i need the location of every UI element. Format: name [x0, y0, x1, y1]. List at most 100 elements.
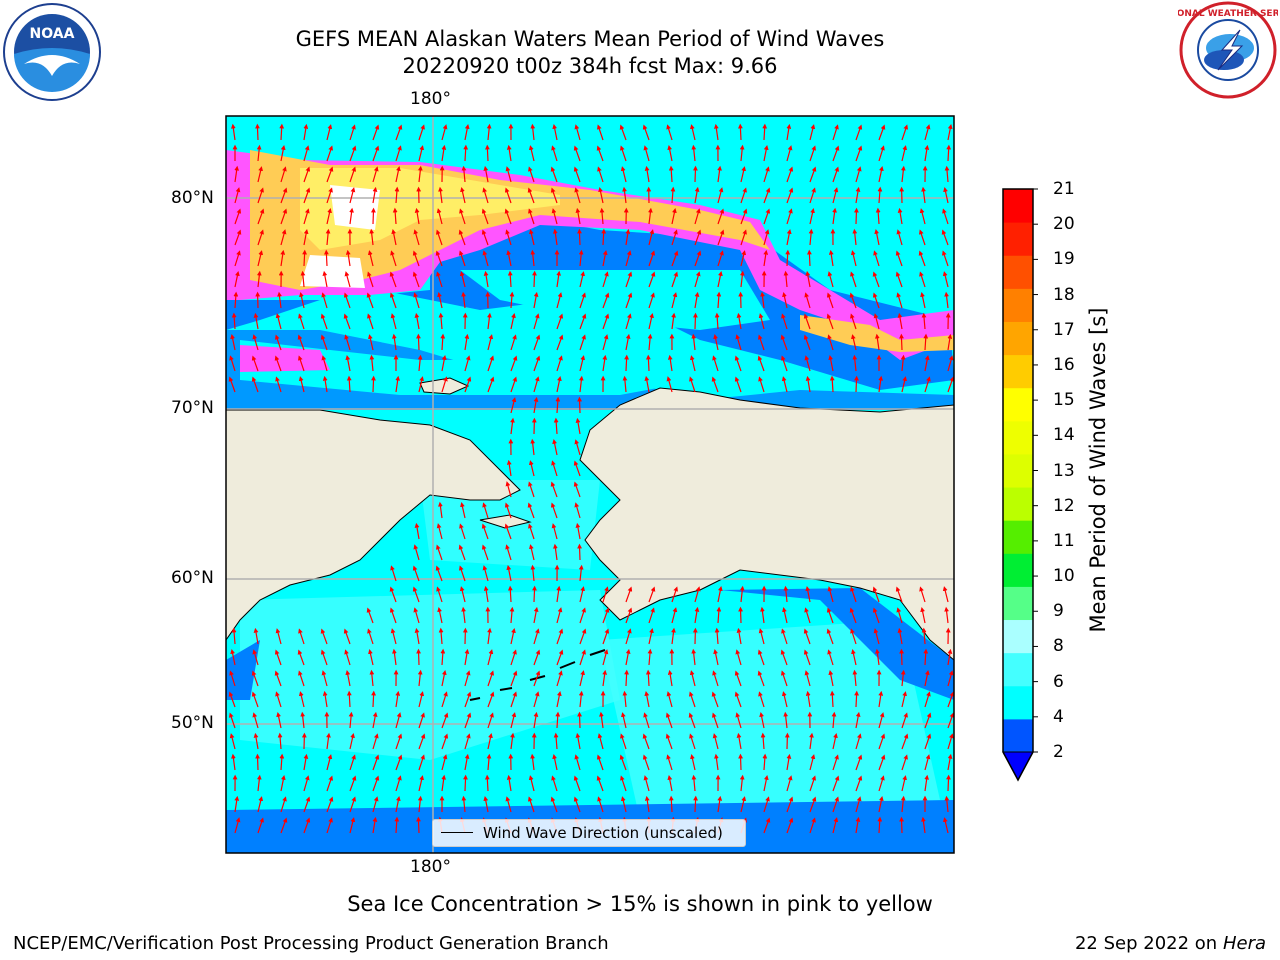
wave-arrow [344, 334, 351, 351]
wave-arrow [832, 166, 839, 183]
wave-arrow [504, 187, 512, 204]
wave-arrow [738, 123, 743, 141]
wave-arrow [832, 796, 840, 813]
wave-arrow [599, 207, 605, 225]
wave-arrow [326, 124, 333, 141]
wave-arrow [277, 732, 283, 750]
wave-arrow [507, 270, 513, 288]
wave-arrow [368, 649, 374, 666]
ice-cap-area [330, 185, 380, 230]
wave-arrow [349, 187, 356, 204]
wave-arrow [487, 312, 492, 330]
wave-arrow [579, 670, 585, 687]
wave-arrow [826, 292, 834, 309]
footer-date-text: 22 Sep 2022 on [1074, 933, 1218, 954]
wave-arrow [897, 207, 903, 225]
wave-arrow [458, 250, 466, 267]
wave-arrow [325, 228, 331, 246]
wave-arrow [827, 586, 834, 603]
wave-arrow [349, 796, 357, 813]
wave-arrow [781, 628, 788, 645]
wave-arrow [349, 124, 356, 141]
wave-arrow [602, 292, 610, 309]
wave-arrow [648, 607, 655, 624]
colorbar-tick-label: 4 [1053, 706, 1064, 727]
wave-arrow [946, 144, 952, 162]
wave-arrow [671, 627, 676, 645]
wave-arrow [302, 249, 307, 267]
wave-arrow [667, 774, 673, 792]
wave-arrow [648, 250, 656, 267]
wave-arrow [923, 333, 929, 351]
wave-arrow [343, 292, 351, 309]
wave-arrow [551, 208, 558, 225]
wave-arrow [900, 354, 906, 372]
wave-arrow [395, 690, 401, 708]
wave-arrow [691, 774, 697, 792]
wave-arrow [854, 690, 859, 708]
wave-arrow [464, 333, 470, 351]
wave-arrow [461, 291, 466, 309]
wave-arrow [602, 628, 610, 645]
wave-arrow [413, 607, 420, 624]
wave-arrow [506, 459, 512, 477]
wave-arrow [694, 208, 701, 225]
wave-arrow [575, 522, 581, 540]
wave-arrow [464, 648, 470, 666]
wave-arrow [320, 628, 328, 645]
wave-arrow [395, 124, 403, 141]
wave-arrow [413, 544, 420, 561]
nws-logo-icon: NATIONAL WEATHER SERVICE [1178, 1, 1278, 99]
wave-arrow [438, 501, 443, 519]
wave-arrow [389, 271, 397, 288]
wave-arrow [873, 628, 880, 645]
colorbar-tick-label: 15 [1053, 390, 1075, 411]
wave-arrow [483, 165, 489, 183]
wave-arrow [735, 649, 742, 666]
wave-arrow [855, 145, 863, 162]
colorbar-segment [1003, 553, 1033, 587]
wave-arrow [552, 753, 558, 771]
wave-arrow [786, 123, 792, 141]
wave-arrow [694, 606, 700, 624]
wave-arrow [740, 166, 746, 183]
sea-ice-note: Sea Ice Concentration > 15% is shown in … [347, 892, 933, 916]
wave-arrow [528, 145, 535, 162]
wave-arrow [464, 712, 472, 729]
wave-arrow [694, 291, 700, 309]
wave-arrow [482, 565, 489, 582]
wave-arrow [740, 208, 748, 225]
wave-arrow [738, 606, 743, 624]
wave-arrow [372, 145, 380, 162]
wave-arrow [901, 376, 907, 393]
wave-arrow [758, 334, 765, 351]
wave-arrow [850, 628, 857, 645]
wave-arrow [529, 544, 535, 561]
wave-arrow [574, 754, 581, 771]
wave-arrow [599, 711, 604, 729]
wave-arrow [666, 376, 673, 393]
wave-arrow [921, 816, 926, 834]
wave-arrow [644, 165, 650, 183]
wave-arrow [619, 145, 627, 162]
wave-arrow [510, 417, 515, 435]
wave-arrow [947, 712, 954, 729]
lat-label-80: 80°N [171, 188, 214, 208]
wave-arrow [919, 208, 926, 225]
sea-ice-edge [240, 345, 330, 372]
wave-arrow [852, 354, 858, 372]
wave-arrow [689, 670, 696, 687]
wave-arrow [877, 816, 883, 834]
st-lawrence-island [479, 514, 532, 529]
wave-arrow [901, 712, 908, 729]
wave-arrow [552, 123, 558, 141]
wave-arrow [665, 712, 673, 729]
wave-arrow [486, 753, 492, 771]
wave-arrow [298, 628, 305, 645]
wave-arrow [625, 313, 632, 330]
wave-arrow [553, 732, 559, 750]
colorbar-segment [1003, 354, 1033, 389]
wave-arrow [924, 669, 930, 687]
wave-arrow [689, 733, 696, 750]
wave-arrow [234, 270, 240, 288]
